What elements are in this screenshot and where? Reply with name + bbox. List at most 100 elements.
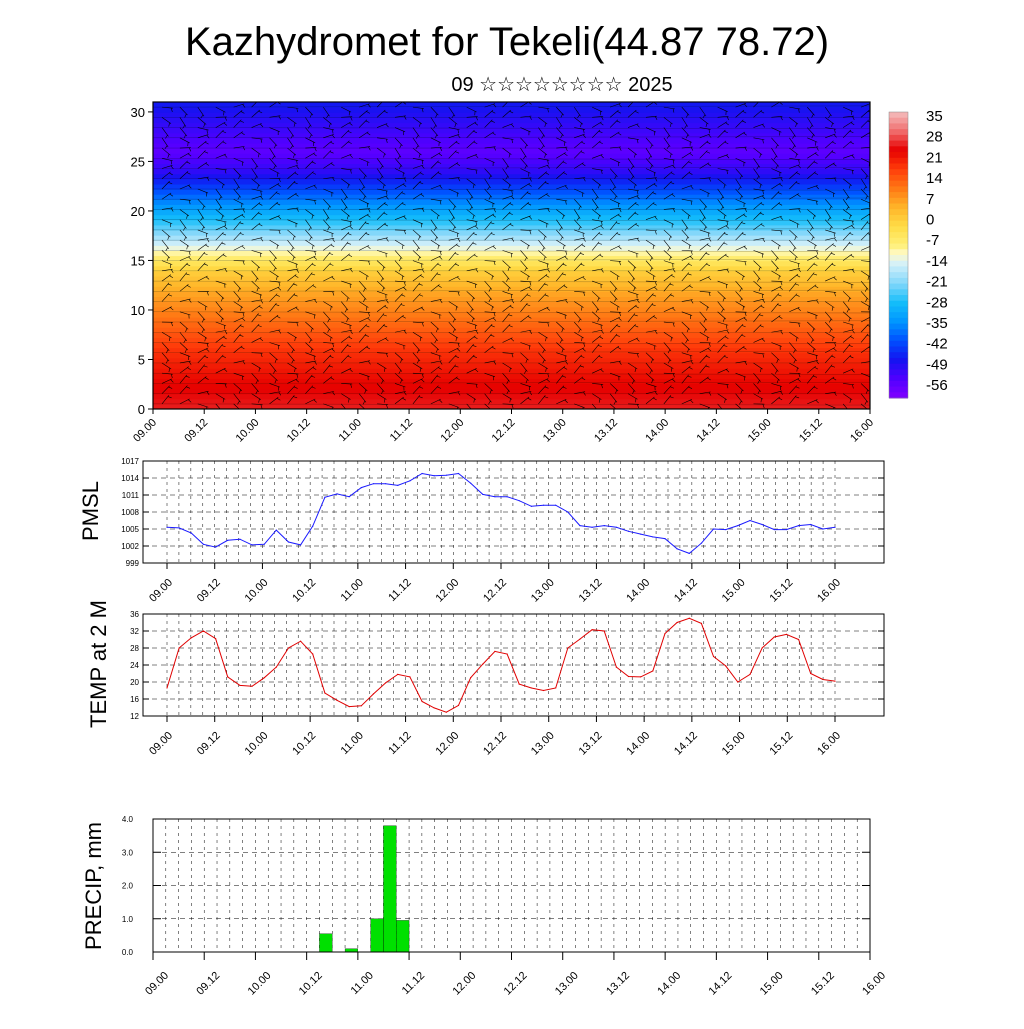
wind-barb-flag: [345, 411, 347, 415]
wind-barb-flag: [239, 410, 240, 414]
y-tick-label: 10: [131, 303, 145, 318]
y-tick-label: 15: [131, 253, 145, 268]
precip-grid: [153, 819, 870, 952]
temp-point: [591, 629, 592, 630]
y-tick-label: 36: [130, 610, 139, 619]
chart-subtitle: 09 ☆☆☆☆☆☆☆☆ 2025: [451, 74, 672, 96]
temp-point: [834, 681, 835, 682]
temp-point: [434, 707, 435, 708]
pmsl-point: [822, 528, 823, 529]
temp-point: [567, 647, 568, 648]
x-tick-label: 09.12: [182, 417, 210, 445]
pmsl-point: [166, 527, 167, 528]
shading-band: [153, 358, 870, 364]
x-tick-label: 10.12: [285, 417, 313, 445]
temp-grid: [143, 614, 884, 716]
colorbar-cell: [889, 392, 908, 398]
shading-band: [153, 302, 870, 308]
colorbar-label: 28: [926, 129, 943, 146]
pmsl-point: [579, 525, 580, 526]
y-tick-label: 1005: [121, 525, 139, 534]
precip-y-axis: 0.01.02.03.04.0: [122, 815, 870, 957]
temp-point: [494, 651, 495, 652]
precip-ylabel: PRECIP, mm: [81, 822, 106, 950]
x-tick-label: 09.00: [147, 577, 175, 605]
colorbar-cell: [889, 278, 908, 284]
y-tick-label: 20: [131, 204, 145, 219]
x-tick-label: 09.00: [131, 417, 159, 445]
temp-point: [543, 690, 544, 691]
temp-point: [652, 670, 653, 671]
colorbar-label: -21: [926, 274, 948, 291]
x-tick-label: 11.12: [386, 577, 413, 604]
y-tick-label: 999: [126, 559, 140, 568]
pmsl-point: [737, 525, 738, 526]
y-tick-label: 25: [131, 154, 145, 169]
pmsl-point: [470, 483, 471, 484]
temp-point: [421, 701, 422, 702]
shading-band: [153, 179, 870, 185]
pmsl-point: [397, 485, 398, 486]
colorbar-cell: [889, 118, 908, 124]
temp-point: [749, 674, 750, 675]
colorbar-cell: [889, 204, 908, 210]
x-tick-label: 11.00: [337, 417, 364, 444]
pmsl-point: [276, 530, 277, 531]
pmsl-point: [373, 483, 374, 484]
x-tick-label: 11.00: [339, 577, 366, 604]
wind-barb-flag: [596, 411, 598, 415]
shading-band: [153, 363, 870, 369]
x-tick-label: 13.00: [541, 417, 569, 445]
x-tick-label: 16.00: [815, 577, 843, 605]
temp-point: [664, 633, 665, 634]
temp-point: [227, 676, 228, 677]
wind-barb-flag: [616, 410, 617, 414]
colorbar-cell: [889, 186, 908, 192]
pmsl-point: [652, 536, 653, 537]
pmsl-point: [191, 532, 192, 533]
colorbar-cell: [889, 301, 908, 307]
x-tick-label: 16.00: [848, 417, 876, 445]
x-tick-label: 16.00: [815, 730, 843, 758]
temp-point: [215, 638, 216, 639]
colorbar-cell: [889, 226, 908, 232]
shading-band: [153, 230, 870, 236]
temp-point: [361, 705, 362, 706]
colorbar-cell: [889, 135, 908, 141]
pmsl-point: [567, 511, 568, 512]
colorbar-cell: [889, 375, 908, 381]
shading-band: [153, 143, 870, 149]
x-tick-label: 15.12: [767, 577, 795, 605]
temp-point: [300, 641, 301, 642]
pmsl-point: [628, 531, 629, 532]
temp-point: [203, 630, 204, 631]
pmsl-point: [312, 526, 313, 527]
pmsl-point: [701, 543, 702, 544]
wind-barb-flag: [490, 410, 491, 414]
pmsl-point: [203, 544, 204, 545]
shading-band: [153, 153, 870, 159]
temp-point: [640, 676, 641, 677]
temp-point: [786, 634, 787, 635]
pmsl-point: [543, 505, 544, 506]
x-tick-label: 10.00: [234, 417, 262, 445]
shading-band: [153, 245, 870, 251]
temp-point: [531, 687, 532, 688]
x-tick-label: 12.00: [438, 417, 466, 445]
shading-band: [153, 204, 870, 210]
shading-band: [153, 276, 870, 282]
x-tick-label: 12.00: [433, 577, 461, 605]
x-tick-label: 14.12: [672, 730, 700, 758]
shading-band: [153, 122, 870, 128]
temp-point: [470, 677, 471, 678]
temp-point: [373, 693, 374, 694]
pmsl-point: [227, 540, 228, 541]
y-tick-label: 2.0: [122, 882, 134, 891]
x-tick-label: 13.12: [577, 577, 605, 605]
colorbar-label: 35: [926, 108, 943, 125]
x-tick-label: 11.00: [339, 730, 366, 757]
colorbar-cell: [889, 158, 908, 164]
